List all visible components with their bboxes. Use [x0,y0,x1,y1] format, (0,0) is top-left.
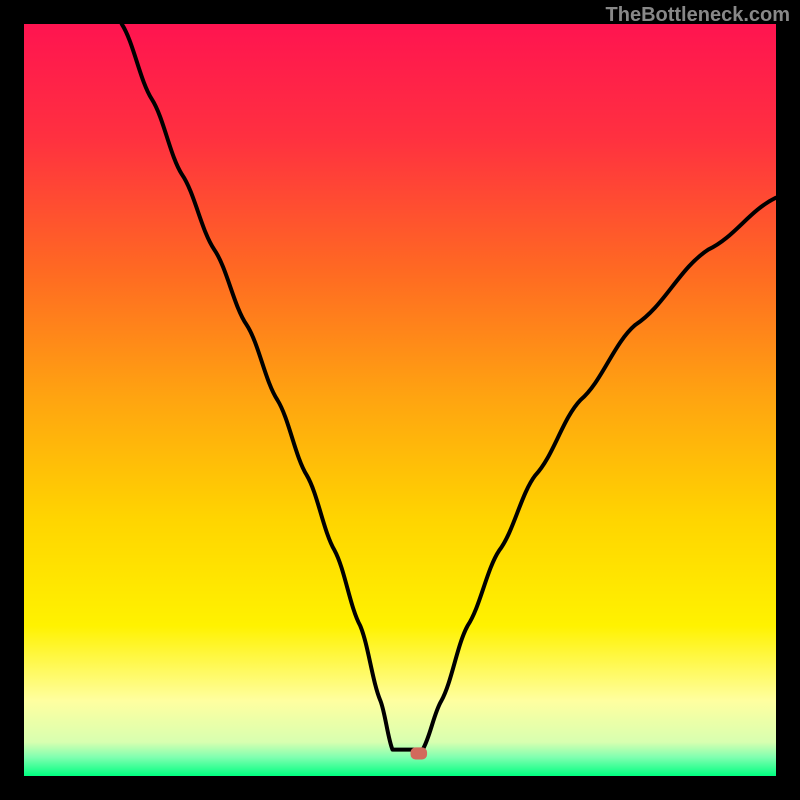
chart-svg [0,0,800,800]
watermark-text: TheBottleneck.com [606,4,790,27]
plot-area [24,24,776,776]
optimal-marker [411,747,428,759]
bottleneck-chart: TheBottleneck.com [0,0,800,800]
